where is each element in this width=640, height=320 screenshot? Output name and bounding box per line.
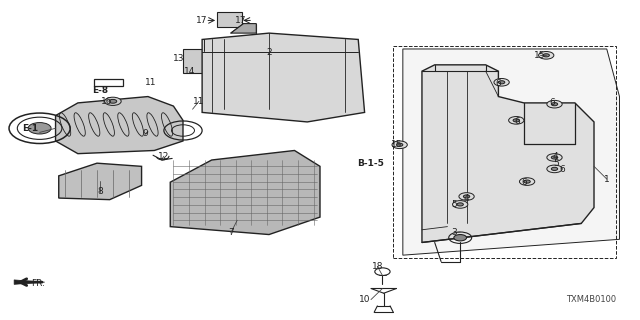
Text: 9: 9: [142, 129, 148, 138]
Text: 5: 5: [553, 159, 559, 168]
Text: 10: 10: [359, 295, 371, 304]
Circle shape: [454, 235, 467, 241]
Text: 7: 7: [228, 228, 234, 237]
Polygon shape: [403, 49, 620, 255]
Text: 11: 11: [193, 97, 205, 106]
Text: 17: 17: [196, 16, 208, 25]
Text: 4: 4: [553, 152, 559, 161]
Circle shape: [104, 97, 121, 105]
Text: 8: 8: [97, 187, 103, 196]
Polygon shape: [231, 24, 256, 33]
Text: 6: 6: [515, 117, 520, 126]
Text: 18: 18: [372, 262, 383, 271]
Text: 17: 17: [235, 16, 246, 25]
Circle shape: [547, 100, 562, 108]
Text: 16: 16: [100, 97, 112, 106]
Text: 6: 6: [521, 178, 527, 187]
Circle shape: [452, 201, 468, 208]
Polygon shape: [56, 97, 183, 154]
Text: 2: 2: [266, 48, 272, 57]
Text: 13: 13: [173, 54, 184, 63]
Text: 12: 12: [158, 152, 170, 161]
Circle shape: [457, 203, 463, 206]
Text: 5: 5: [451, 200, 457, 209]
Circle shape: [494, 78, 509, 86]
Text: 6: 6: [559, 165, 565, 174]
Text: TXM4B0100: TXM4B0100: [566, 295, 616, 304]
Polygon shape: [422, 65, 594, 243]
Circle shape: [392, 141, 407, 148]
Circle shape: [459, 193, 474, 200]
Text: 11: 11: [145, 78, 157, 87]
Circle shape: [524, 180, 531, 183]
Circle shape: [520, 178, 535, 185]
Circle shape: [28, 123, 51, 134]
Circle shape: [551, 167, 557, 171]
Text: 3: 3: [451, 228, 457, 237]
Text: FR.: FR.: [31, 279, 45, 288]
Text: 6: 6: [550, 99, 556, 108]
Circle shape: [539, 52, 554, 59]
Text: B-1-5: B-1-5: [358, 159, 385, 168]
Circle shape: [551, 103, 557, 106]
Polygon shape: [170, 150, 320, 235]
Polygon shape: [14, 280, 45, 284]
Circle shape: [499, 81, 505, 84]
Circle shape: [547, 165, 562, 173]
FancyBboxPatch shape: [183, 49, 225, 73]
Circle shape: [551, 156, 557, 159]
Polygon shape: [202, 33, 365, 122]
Text: 4: 4: [464, 194, 469, 203]
Text: 15: 15: [534, 51, 545, 60]
Circle shape: [509, 116, 524, 124]
Text: 15: 15: [390, 140, 402, 148]
Circle shape: [547, 154, 562, 161]
Text: 14: 14: [184, 67, 195, 76]
Text: 6: 6: [495, 79, 501, 88]
Text: 1: 1: [604, 174, 610, 184]
FancyBboxPatch shape: [217, 12, 242, 28]
Circle shape: [463, 195, 470, 198]
Circle shape: [396, 143, 403, 146]
Text: E-8: E-8: [92, 86, 108, 95]
Circle shape: [513, 119, 520, 122]
Circle shape: [109, 100, 116, 103]
Text: E-1: E-1: [22, 124, 38, 133]
Circle shape: [543, 54, 549, 57]
Polygon shape: [59, 163, 141, 200]
